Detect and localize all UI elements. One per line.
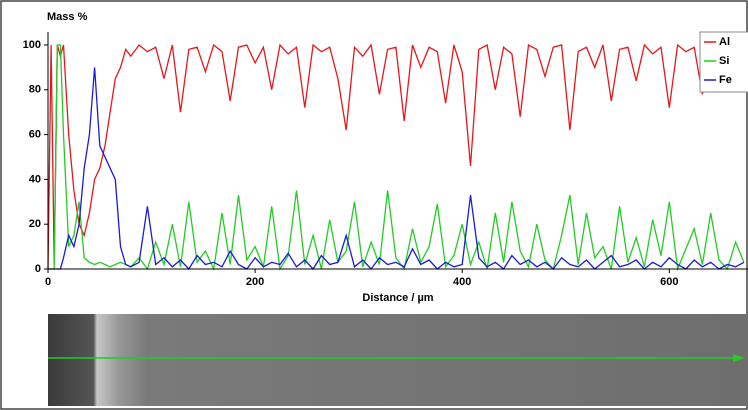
scan-arrow: [733, 354, 745, 362]
series-line: [47, 43, 745, 270]
series-line: [48, 44, 745, 272]
legend-label: Al: [719, 36, 730, 48]
sem-image: [48, 314, 748, 406]
y-tick-label: 80: [29, 84, 41, 96]
y-tick-label: 60: [29, 128, 41, 140]
y-tick-label: 0: [35, 263, 41, 275]
legend-label: Si: [719, 55, 729, 67]
series-line: [48, 67, 745, 271]
micrograph: [48, 314, 748, 406]
x-tick-label: 400: [453, 276, 471, 288]
x-tick-label: 0: [45, 276, 51, 288]
chart-title: Mass %: [47, 11, 88, 23]
y-tick-label: 20: [29, 218, 41, 230]
y-tick-label: 100: [23, 39, 41, 51]
x-axis-label: Distance / µm: [362, 292, 433, 304]
y-tick-label: 40: [29, 173, 41, 185]
x-tick-label: 600: [660, 276, 678, 288]
legend-label: Fe: [719, 74, 732, 86]
x-tick-label: 200: [246, 276, 264, 288]
